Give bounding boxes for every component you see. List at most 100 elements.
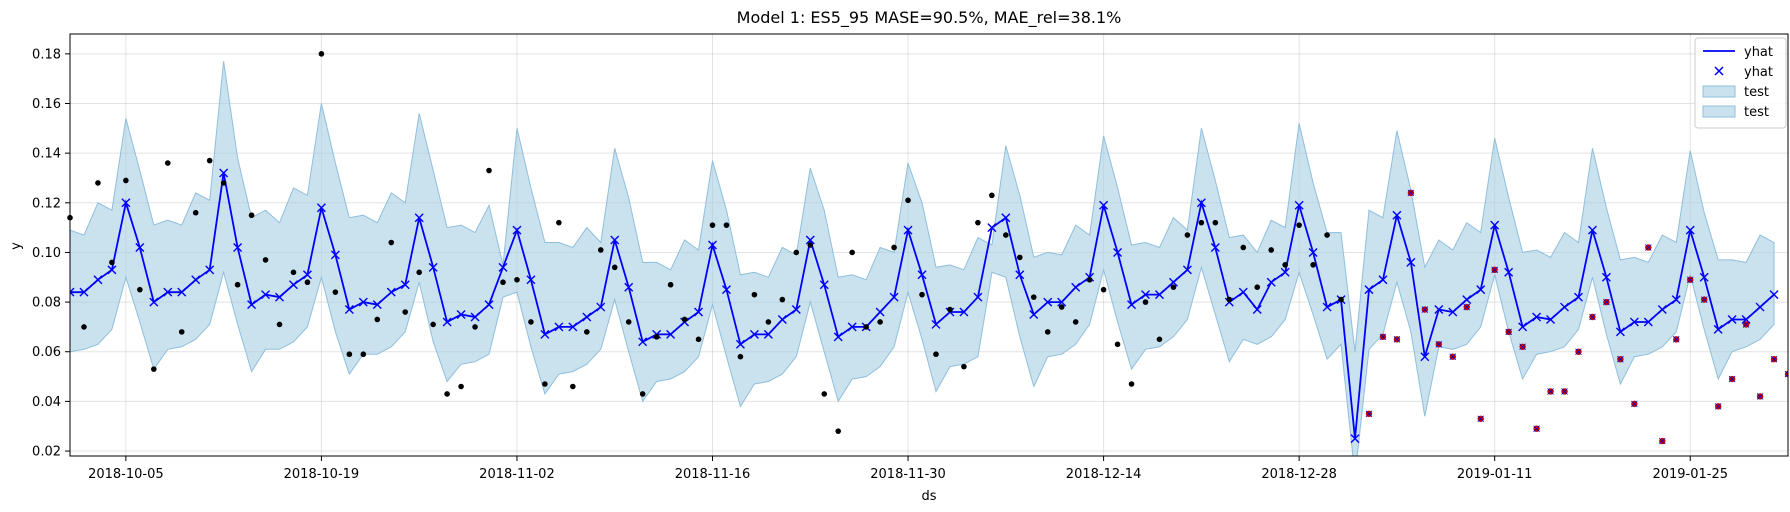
test-point-cross: [1533, 425, 1540, 432]
history-point: [639, 391, 646, 397]
yhat-marker: [302, 270, 312, 280]
yhat-marker-stroke: [1308, 247, 1318, 257]
y-tick-label: 0.04: [32, 395, 61, 410]
yhat-marker: [610, 235, 620, 245]
yhat-marker-stroke: [177, 287, 187, 297]
yhat-marker: [1546, 314, 1556, 324]
yhat-marker: [93, 275, 103, 285]
history-point: [1170, 284, 1177, 291]
yhat-marker: [1462, 295, 1472, 305]
yhat-marker-stroke: [666, 329, 676, 339]
yhat-marker-stroke: [791, 305, 801, 315]
yhat-marker-stroke: [1643, 317, 1653, 327]
test-point-cross: [1617, 355, 1624, 363]
yhat-marker-stroke: [1532, 312, 1542, 322]
history-point: [1016, 254, 1023, 261]
history-point: [458, 383, 464, 390]
yhat-marker: [1448, 307, 1458, 317]
history-point: [123, 177, 129, 184]
history-point: [1296, 222, 1302, 228]
yhat-marker-stroke: [1713, 324, 1723, 334]
history-point: [1240, 244, 1247, 251]
history-point: [1198, 219, 1205, 226]
yhat-marker: [275, 292, 285, 302]
yhat-marker: [1043, 297, 1053, 307]
yhat-marker: [1532, 312, 1542, 322]
history-point: [975, 219, 981, 226]
yhat-marker: [1713, 324, 1723, 334]
yhat-marker-stroke: [1210, 242, 1220, 252]
y-tick-label: 0.18: [32, 47, 61, 62]
yhat-marker: [1434, 305, 1444, 315]
test-point: [1561, 388, 1568, 395]
yhat-marker-stroke: [1057, 297, 1067, 307]
yhat-marker: [1238, 287, 1248, 297]
yhat-marker: [1699, 272, 1709, 282]
history-point: [332, 289, 339, 295]
yhat-marker: [135, 242, 145, 252]
yhat-marker: [931, 319, 941, 329]
test-point-cross: [1379, 333, 1387, 341]
history-point: [290, 269, 297, 276]
yhat-marker-stroke: [805, 235, 815, 245]
yhat-marker-stroke: [917, 270, 927, 280]
test-point-cross: [1728, 375, 1736, 383]
yhat-marker-stroke: [987, 223, 997, 233]
test-point-cross: [1672, 336, 1680, 343]
history-point: [374, 316, 381, 323]
history-point: [137, 286, 143, 293]
y-axis-ticks: 0.02 0.04 0.06 0.08 0.10 0.12 0.14 0.16 0.18: [32, 47, 70, 460]
yhat-marker: [1266, 277, 1276, 287]
history-point: [765, 319, 772, 325]
yhat-marker: [624, 282, 634, 292]
history-point: [556, 219, 562, 226]
test-point: [1407, 189, 1415, 197]
yhat-marker-stroke: [1518, 322, 1528, 332]
yhat-marker-stroke: [1685, 225, 1695, 235]
history-point: [1184, 232, 1191, 238]
yhat-marker: [1378, 275, 1388, 285]
legend-test-band-label-2: test: [1744, 105, 1769, 120]
yhat-marker-stroke: [149, 297, 159, 307]
yhat-marker: [694, 307, 704, 317]
yhat-marker: [735, 339, 745, 349]
yhat-marker-stroke: [1727, 314, 1737, 324]
history-point: [1254, 284, 1261, 291]
yhat-marker: [1057, 297, 1067, 307]
yhat-marker-stroke: [316, 203, 326, 213]
legend-test-band-swatch-2: [1702, 105, 1736, 118]
history-point: [1226, 296, 1233, 303]
history-point: [681, 316, 688, 323]
yhat-marker: [1280, 267, 1290, 277]
history-point: [1072, 319, 1079, 325]
yhat-marker-stroke: [1099, 200, 1109, 210]
yhat-marker: [1601, 272, 1611, 282]
yhat-marker-stroke: [694, 307, 704, 317]
yhat-marker: [1113, 247, 1123, 257]
yhat-marker-stroke: [1560, 302, 1570, 312]
history-point: [737, 353, 744, 360]
yhat-marker: [1629, 317, 1639, 327]
yhat-marker-stroke: [70, 287, 75, 294]
test-point-cross: [1477, 415, 1484, 423]
y-tick-label: 0.10: [32, 246, 61, 261]
history-point: [723, 222, 730, 228]
yhat-marker: [1420, 352, 1430, 362]
test-point: [1700, 296, 1708, 303]
test-point: [1714, 403, 1722, 410]
test-point: [1686, 276, 1694, 284]
test-point-cross: [1784, 370, 1788, 375]
yhat-marker: [177, 287, 187, 297]
yhat-marker: [79, 287, 89, 297]
legend-test-band-swatch-1: [1702, 85, 1736, 98]
yhat-marker-stroke: [1238, 287, 1248, 297]
yhat-marker-stroke: [763, 329, 773, 339]
yhat-marker-stroke: [1196, 198, 1206, 208]
legend-test-band-label-1: test: [1744, 85, 1769, 100]
history-point: [863, 324, 869, 330]
yhat-marker-stroke: [638, 337, 648, 347]
history-point: [611, 264, 618, 271]
x-tick-label: 2018-11-30: [870, 467, 946, 482]
history-point: [220, 180, 227, 186]
yhat-marker: [1127, 300, 1137, 310]
